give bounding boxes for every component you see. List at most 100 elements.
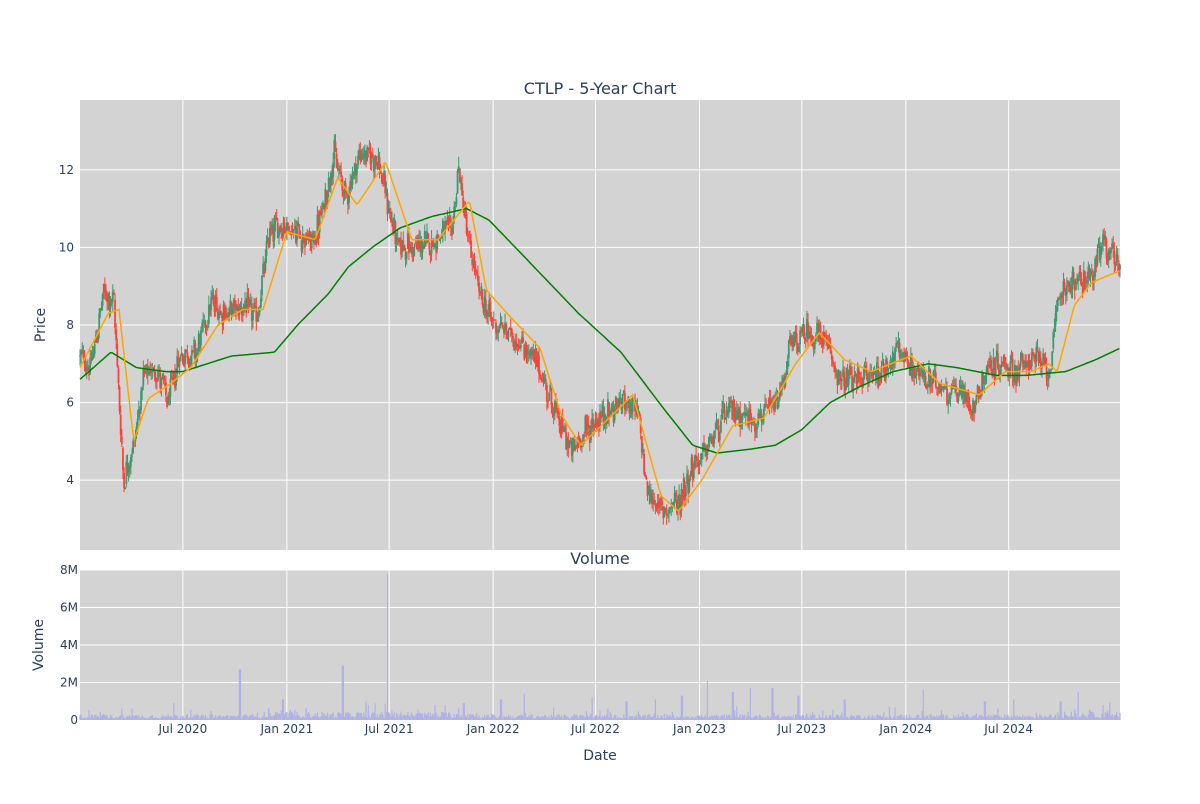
volume-bar: [519, 715, 521, 720]
volume-bar: [852, 716, 854, 720]
candle-body: [1073, 279, 1076, 291]
volume-bar: [921, 710, 923, 720]
volume-bar: [310, 717, 312, 720]
candle-body: [888, 367, 891, 369]
volume-bar: [467, 714, 469, 720]
volume-bar: [562, 718, 564, 720]
candle-body: [412, 248, 415, 256]
candle-body: [586, 423, 589, 428]
volume-bar: [558, 714, 560, 720]
volume-bar: [435, 712, 437, 720]
volume-bar: [156, 718, 158, 720]
candle-body: [785, 370, 788, 375]
candle-body: [862, 377, 865, 387]
volume-bar: [685, 716, 687, 720]
candle-body: [224, 313, 227, 318]
candle-body: [995, 350, 998, 361]
candle-body: [769, 399, 772, 402]
candle-body: [249, 300, 252, 302]
candle-body: [401, 240, 404, 253]
volume-bar: [507, 715, 510, 720]
volume-bar: [401, 716, 403, 720]
volume-bar: [1061, 717, 1063, 720]
volume-bar: [555, 717, 557, 720]
volume-bar: [804, 717, 806, 720]
volume-bar: [608, 717, 610, 720]
candle-body: [1039, 358, 1042, 369]
volume-bar: [516, 716, 519, 720]
volume-bar: [548, 715, 550, 720]
volume-bar: [920, 717, 922, 720]
candle-body: [538, 355, 540, 374]
volume-bar: [415, 714, 417, 720]
volume-bar: [877, 714, 879, 720]
volume-bar: [825, 715, 827, 720]
volume-bar: [828, 715, 831, 720]
candle-body: [619, 397, 622, 399]
volume-bar: [99, 712, 101, 720]
candle-body: [786, 361, 789, 369]
volume-bar: [306, 713, 308, 720]
volume-bar: [839, 717, 841, 720]
volume-y-tick-label: 8M: [60, 563, 78, 577]
volume-bar: [996, 714, 998, 720]
candle-body: [462, 197, 465, 210]
volume-bar: [972, 715, 974, 720]
candle-body: [747, 414, 749, 426]
volume-bar: [298, 716, 300, 720]
candle-body: [616, 398, 618, 411]
candle-body: [852, 383, 855, 391]
volume-bar: [394, 718, 396, 720]
candle-body: [1110, 247, 1112, 254]
candle-body: [117, 368, 120, 383]
candle-body: [362, 154, 365, 159]
volume-bar: [434, 705, 436, 720]
volume-bar: [871, 715, 874, 720]
candle-body: [565, 431, 567, 450]
candle-body: [818, 322, 821, 339]
volume-bar: [867, 716, 869, 720]
candle-body: [445, 221, 448, 226]
volume-bar: [999, 717, 1001, 720]
candle-body: [373, 158, 375, 172]
candle-body: [349, 181, 352, 191]
volume-bar: [213, 717, 216, 720]
volume-bar: [88, 710, 90, 720]
candle-body: [120, 436, 123, 444]
candle-body: [929, 369, 931, 388]
candle-body: [1097, 243, 1100, 248]
volume-bar: [539, 717, 541, 720]
candle-body: [782, 378, 785, 383]
candle-body: [893, 353, 895, 366]
candle-body: [228, 308, 231, 317]
volume-bar: [745, 718, 747, 720]
candle-body: [607, 399, 609, 416]
volume-bar: [764, 717, 766, 720]
candle-body: [417, 236, 419, 248]
volume-bar: [501, 699, 503, 720]
candle-body: [839, 372, 842, 382]
volume-bar: [513, 718, 515, 720]
volume-bar: [1014, 715, 1016, 720]
volume-bar: [324, 714, 326, 720]
candle-body: [125, 461, 128, 485]
volume-bar: [758, 714, 760, 720]
candle-body: [1053, 328, 1056, 332]
volume-bar: [787, 715, 789, 720]
volume-bar: [133, 715, 135, 720]
candle-body: [657, 503, 660, 509]
volume-bar: [971, 716, 973, 720]
short-moving-average-line: [79, 161, 1120, 513]
volume-bar: [118, 715, 121, 720]
candle-body: [509, 328, 512, 330]
volume-bar: [591, 697, 593, 720]
volume-bar: [1041, 716, 1043, 720]
volume-bar: [130, 717, 132, 720]
candle-body: [463, 210, 466, 217]
volume-bar: [775, 716, 777, 720]
candle-body: [198, 335, 201, 348]
volume-y-tick-label: 2M: [60, 676, 78, 690]
volume-bar: [650, 717, 652, 720]
candle-body: [1108, 250, 1111, 255]
candle-body: [358, 149, 361, 155]
